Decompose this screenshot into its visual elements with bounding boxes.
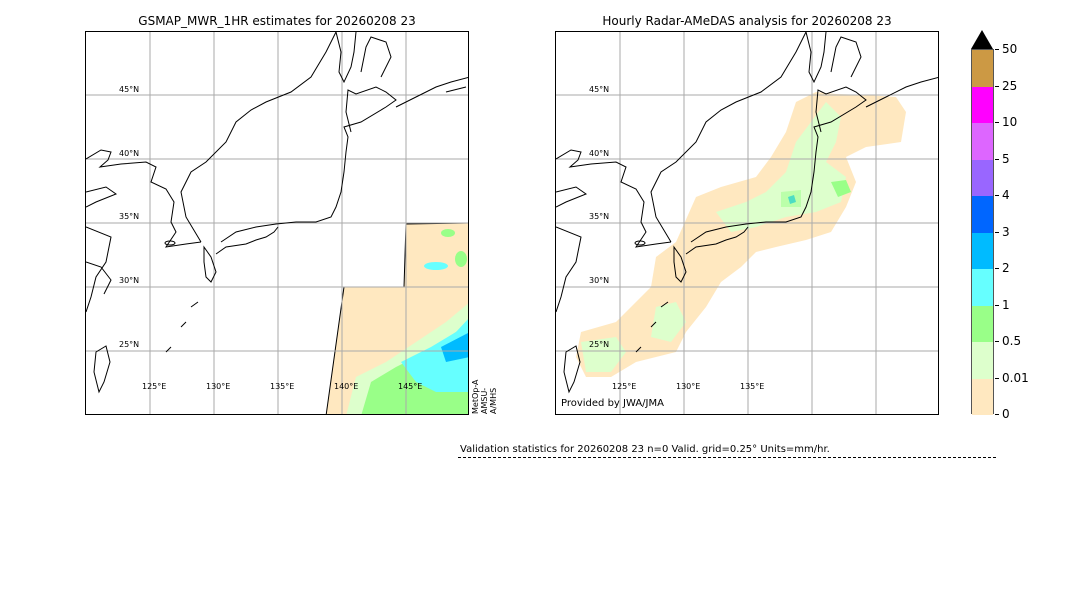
colorbar-segment-25-50 bbox=[972, 50, 993, 87]
lat-label-40: 40°N bbox=[119, 149, 140, 158]
lon-label-130: 130°E bbox=[206, 382, 231, 391]
lon-label-145: 145°E bbox=[398, 382, 423, 391]
colorbar-tick-0: 0 bbox=[995, 407, 1010, 421]
left-map-canvas bbox=[86, 32, 468, 414]
coastlines bbox=[86, 32, 468, 394]
lon-label-125: 125°E bbox=[612, 382, 637, 391]
right-map-radar-amedas: 45°N 40°N 35°N 30°N 25°N 125°E 130°E 135… bbox=[555, 31, 939, 415]
right-map-title: Hourly Radar-AMeDAS analysis for 2026020… bbox=[602, 14, 892, 28]
graticule bbox=[556, 32, 938, 414]
lat-label-30: 30°N bbox=[119, 276, 140, 285]
colorbar-overflow-arrow bbox=[971, 30, 993, 49]
sensor-name: AMSU-A/MHS bbox=[480, 387, 498, 414]
colorbar-segment-1-2 bbox=[972, 269, 993, 306]
colorbar-segment-4-5 bbox=[972, 159, 993, 196]
lat-label-40: 40°N bbox=[589, 149, 610, 158]
lat-label-35: 35°N bbox=[119, 212, 140, 221]
radar-precip bbox=[576, 92, 906, 377]
right-map-canvas bbox=[556, 32, 938, 414]
colorbar-tick-4: 4 bbox=[995, 188, 1010, 202]
colorbar-segment-0-0.01 bbox=[972, 378, 993, 415]
left-map-title: GSMAP_MWR_1HR estimates for 20260208 23 bbox=[138, 14, 416, 28]
colorbar-tick-3: 3 bbox=[995, 225, 1010, 239]
colorbar bbox=[971, 49, 994, 415]
lon-label-140: 140°E bbox=[334, 382, 359, 391]
lon-label-130: 130°E bbox=[676, 382, 701, 391]
colorbar-tick-25: 25 bbox=[995, 79, 1017, 93]
left-map-gsmap: 45°N 40°N 35°N 30°N 25°N 125°E 130°E 135… bbox=[85, 31, 469, 415]
colorbar-segment-5-10 bbox=[972, 123, 993, 160]
lat-label-25: 25°N bbox=[119, 340, 140, 349]
colorbar-segment-0.5-1 bbox=[972, 305, 993, 342]
validation-divider bbox=[458, 457, 996, 458]
colorbar-segment-3-4 bbox=[972, 196, 993, 233]
colorbar-tick-0.5: 0.5 bbox=[995, 334, 1021, 348]
lon-label-135: 135°E bbox=[740, 382, 765, 391]
colorbar-segment-2-3 bbox=[972, 232, 993, 269]
satellite-label: MetOp-A AMSU-A/MHS bbox=[471, 364, 498, 414]
coastlines bbox=[556, 32, 938, 394]
data-credit: Provided by JWA/JMA bbox=[561, 398, 664, 409]
lon-label-135: 135°E bbox=[270, 382, 295, 391]
colorbar-tick-0.01: 0.01 bbox=[995, 371, 1029, 385]
lon-label-125: 125°E bbox=[142, 382, 167, 391]
colorbar-tick-50: 50 bbox=[995, 42, 1017, 56]
lat-label-35: 35°N bbox=[589, 212, 610, 221]
colorbar-tick-10: 10 bbox=[995, 115, 1017, 129]
validation-statistics: Validation statistics for 20260208 23 n=… bbox=[460, 444, 830, 455]
colorbar-segment-10-25 bbox=[972, 86, 993, 123]
lat-label-25: 25°N bbox=[589, 340, 610, 349]
satellite-name: MetOp-A bbox=[471, 379, 480, 414]
lat-label-30: 30°N bbox=[589, 276, 610, 285]
graticule bbox=[86, 32, 468, 414]
colorbar-segment-0.01-0.5 bbox=[972, 342, 993, 379]
colorbar-tick-5: 5 bbox=[995, 152, 1010, 166]
lat-label-45: 45°N bbox=[119, 85, 140, 94]
lat-label-45: 45°N bbox=[589, 85, 610, 94]
colorbar-tick-1: 1 bbox=[995, 298, 1010, 312]
colorbar-tick-2: 2 bbox=[995, 261, 1010, 275]
